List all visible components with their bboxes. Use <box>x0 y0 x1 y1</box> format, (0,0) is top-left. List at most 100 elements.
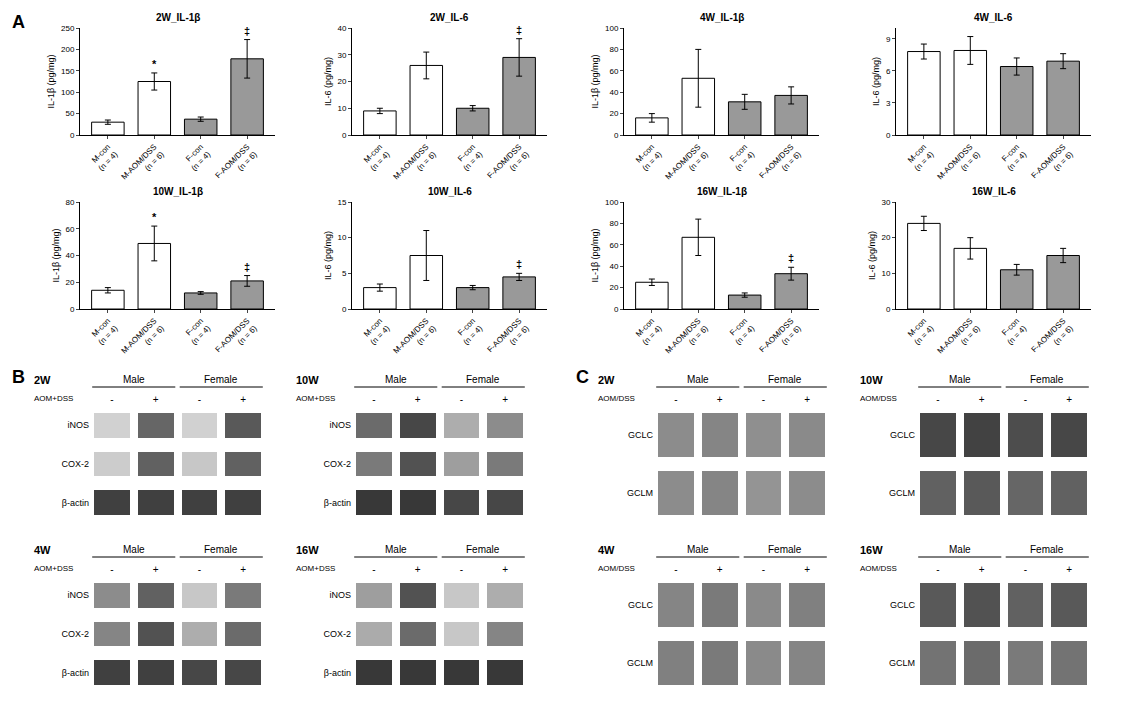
svg-text:-: - <box>936 394 939 405</box>
svg-text:Male: Male <box>687 374 709 385</box>
svg-text:20: 20 <box>881 233 890 242</box>
svg-text:80: 80 <box>65 198 74 207</box>
svg-text:-: - <box>198 564 201 575</box>
svg-text:0: 0 <box>886 131 891 140</box>
svg-text:10W: 10W <box>860 374 883 386</box>
svg-text:40: 40 <box>65 251 74 260</box>
svg-text:C: C <box>576 367 589 387</box>
svg-text:10: 10 <box>337 104 346 113</box>
svg-text:4W: 4W <box>598 544 615 556</box>
svg-text:Female: Female <box>466 544 500 555</box>
svg-text:20: 20 <box>609 109 618 118</box>
svg-text:AOM/DSS: AOM/DSS <box>598 394 635 403</box>
svg-text:IL-1β (pg/mg): IL-1β (pg/mg) <box>51 228 61 282</box>
svg-text:2W: 2W <box>598 374 615 386</box>
svg-text:60: 60 <box>65 225 74 234</box>
svg-text:β-actin: β-actin <box>62 668 89 678</box>
svg-text:150: 150 <box>61 67 75 76</box>
svg-text:200: 200 <box>61 45 75 54</box>
svg-text:GCLC: GCLC <box>628 430 654 440</box>
svg-text:Male: Male <box>385 374 407 385</box>
svg-text:AOM+DSS: AOM+DSS <box>296 564 335 573</box>
svg-text:F-AOM/DSS(n = 6): F-AOM/DSS(n = 6) <box>1030 316 1075 361</box>
svg-text:M-con(n = 4): M-con(n = 4) <box>89 316 119 346</box>
svg-text:16W_IL-1β: 16W_IL-1β <box>697 186 747 197</box>
svg-text:+: + <box>1066 564 1072 575</box>
svg-text:β-actin: β-actin <box>324 668 351 678</box>
svg-text:0: 0 <box>70 131 75 140</box>
svg-text:iNOS: iNOS <box>67 590 89 600</box>
svg-text:100: 100 <box>61 88 75 97</box>
svg-text:-: - <box>674 394 677 405</box>
svg-text:iNOS: iNOS <box>329 420 351 430</box>
svg-text:20: 20 <box>337 77 346 86</box>
svg-text:F-con(n = 4): F-con(n = 4) <box>454 142 484 172</box>
svg-text:16W: 16W <box>860 544 883 556</box>
svg-text:M-AOM/DSS(n = 6): M-AOM/DSS(n = 6) <box>935 316 982 363</box>
svg-text:AOM/DSS: AOM/DSS <box>860 394 897 403</box>
svg-text:Male: Male <box>123 544 145 555</box>
svg-text:M-con(n = 4): M-con(n = 4) <box>361 316 391 346</box>
svg-text:-: - <box>110 394 113 405</box>
svg-text:F-AOM/DSS(n = 6): F-AOM/DSS(n = 6) <box>486 316 531 361</box>
svg-text:‡: ‡ <box>516 24 522 36</box>
svg-text:β-actin: β-actin <box>62 498 89 508</box>
svg-text:100: 100 <box>605 198 619 207</box>
svg-text:80: 80 <box>609 219 618 228</box>
svg-text:-: - <box>372 564 375 575</box>
svg-text:β-actin: β-actin <box>324 498 351 508</box>
svg-text:IL-6 (pg/mg): IL-6 (pg/mg) <box>323 231 333 280</box>
svg-text:Male: Male <box>687 544 709 555</box>
svg-text:4W_IL-6: 4W_IL-6 <box>974 12 1013 23</box>
svg-text:3: 3 <box>886 99 891 108</box>
svg-text:-: - <box>372 394 375 405</box>
svg-text:F-con(n = 4): F-con(n = 4) <box>998 316 1028 346</box>
svg-text:40: 40 <box>609 88 618 97</box>
svg-text:-: - <box>674 564 677 575</box>
svg-text:F-AOM/DSS(n = 6): F-AOM/DSS(n = 6) <box>214 142 259 187</box>
svg-text:-: - <box>460 394 463 405</box>
svg-text:+: + <box>240 564 246 575</box>
svg-text:M-con(n = 4): M-con(n = 4) <box>905 142 935 172</box>
svg-text:F-con(n = 4): F-con(n = 4) <box>182 316 212 346</box>
svg-text:100: 100 <box>605 24 619 33</box>
svg-text:50: 50 <box>65 109 74 118</box>
svg-text:iNOS: iNOS <box>329 590 351 600</box>
svg-text:16W: 16W <box>296 544 319 556</box>
svg-text:30: 30 <box>337 51 346 60</box>
svg-text:M-con(n = 4): M-con(n = 4) <box>633 142 663 172</box>
svg-text:-: - <box>198 394 201 405</box>
svg-text:Female: Female <box>768 374 802 385</box>
svg-text:AOM/DSS: AOM/DSS <box>860 564 897 573</box>
svg-text:M-con(n = 4): M-con(n = 4) <box>633 316 663 346</box>
svg-text:AOM+DSS: AOM+DSS <box>296 394 335 403</box>
svg-text:+: + <box>415 564 421 575</box>
svg-text:-: - <box>762 564 765 575</box>
svg-text:F-AOM/DSS(n = 6): F-AOM/DSS(n = 6) <box>214 316 259 361</box>
svg-text:0: 0 <box>614 305 619 314</box>
svg-text:IL-6 (pg/mg): IL-6 (pg/mg) <box>867 231 877 280</box>
svg-text:GCLM: GCLM <box>627 658 653 668</box>
svg-text:2W_IL-6: 2W_IL-6 <box>430 12 469 23</box>
svg-text:COX-2: COX-2 <box>61 629 89 639</box>
svg-text:+: + <box>804 564 810 575</box>
svg-text:GCLM: GCLM <box>627 488 653 498</box>
svg-text:250: 250 <box>61 24 75 33</box>
svg-text:M-con(n = 4): M-con(n = 4) <box>89 142 119 172</box>
svg-text:10W: 10W <box>296 374 319 386</box>
svg-text:2W: 2W <box>34 374 51 386</box>
svg-text:IL-1β (pg/mg): IL-1β (pg/mg) <box>590 228 600 282</box>
svg-text:GCLM: GCLM <box>889 658 915 668</box>
svg-text:10W_IL-6: 10W_IL-6 <box>428 186 472 197</box>
svg-text:-: - <box>460 564 463 575</box>
svg-text:+: + <box>717 564 723 575</box>
svg-text:*: * <box>152 211 157 223</box>
svg-text:F-AOM/DSS(n = 6): F-AOM/DSS(n = 6) <box>1030 142 1075 187</box>
svg-text:15: 15 <box>337 198 346 207</box>
svg-text:Male: Male <box>385 544 407 555</box>
svg-text:F-AOM/DSS(n = 6): F-AOM/DSS(n = 6) <box>758 316 803 361</box>
svg-text:2W_IL-1β: 2W_IL-1β <box>156 12 200 23</box>
svg-text:10: 10 <box>881 269 890 278</box>
svg-text:Male: Male <box>949 374 971 385</box>
svg-text:Female: Female <box>204 374 238 385</box>
